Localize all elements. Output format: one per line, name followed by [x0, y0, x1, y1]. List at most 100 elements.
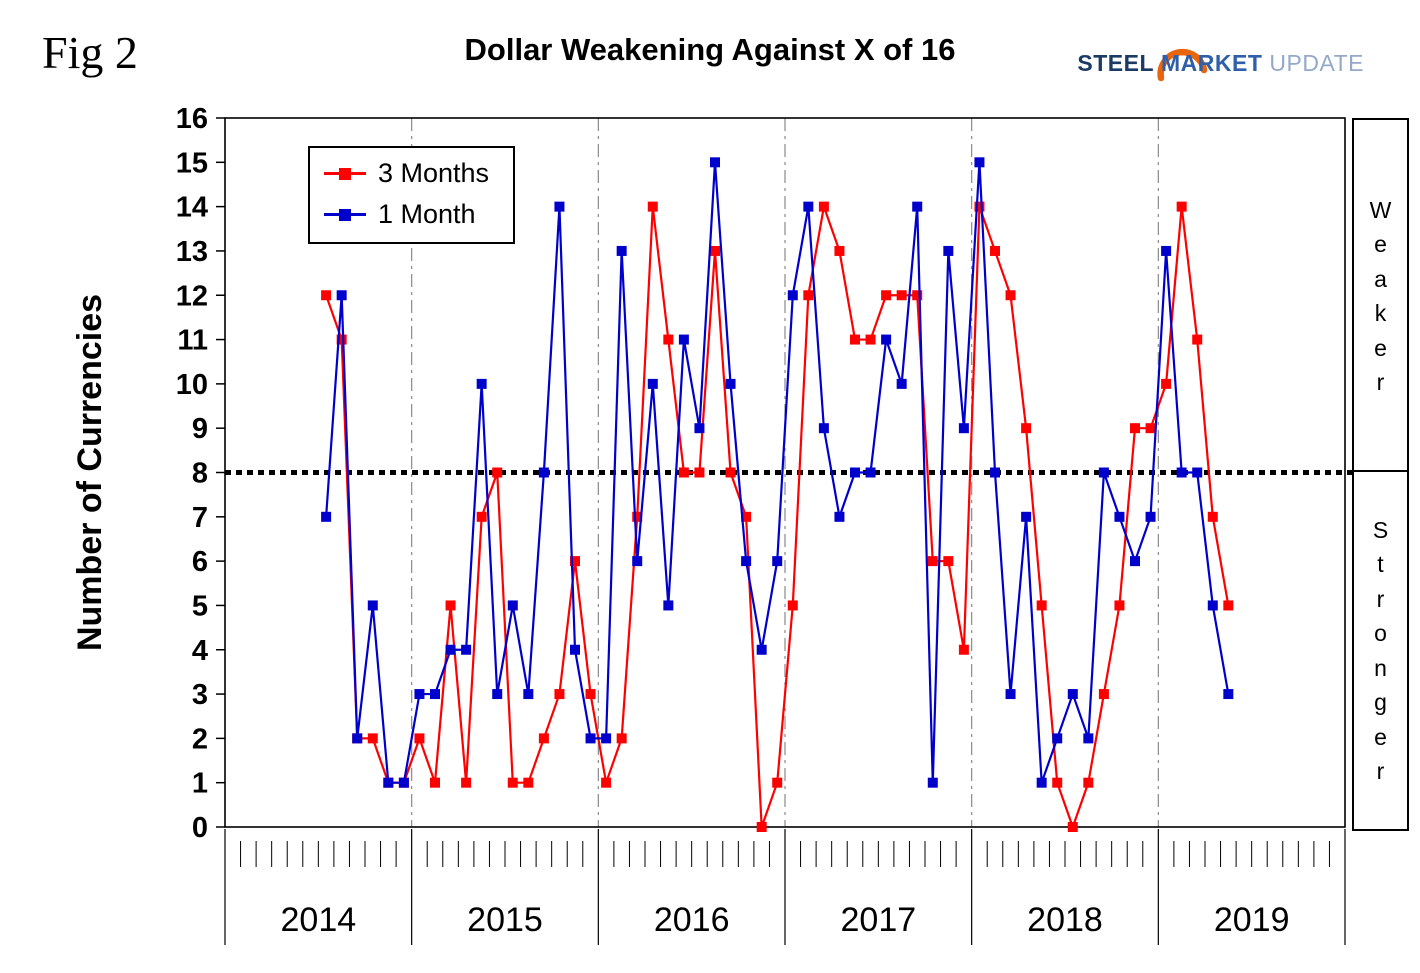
- series-point-1-month: [616, 245, 627, 256]
- logo-market-text: MARKET: [1161, 50, 1263, 76]
- series-point-1-month: [756, 644, 767, 655]
- series-point-1-month: [1067, 689, 1078, 700]
- series-point-1-month: [321, 511, 332, 522]
- series-point-1-month: [632, 556, 643, 567]
- series-point-3-months: [787, 600, 798, 611]
- y-tick-label: 8: [192, 458, 208, 490]
- year-label: 2016: [654, 901, 730, 939]
- series-point-3-months: [538, 733, 549, 744]
- year-label: 2015: [467, 901, 543, 939]
- series-point-1-month: [694, 423, 705, 434]
- series-point-1-month: [570, 644, 580, 655]
- series-point-3-months: [1036, 600, 1047, 611]
- series-point-3-months: [818, 201, 829, 212]
- series-point-3-months: [694, 467, 705, 478]
- year-label: 2017: [841, 901, 917, 939]
- series-point-3-months: [896, 290, 907, 301]
- series-point-1-month: [585, 733, 596, 744]
- series-point-3-months: [710, 245, 720, 256]
- series-point-1-month: [678, 334, 689, 345]
- series-point-3-months: [554, 689, 565, 700]
- series-point-3-months: [1130, 423, 1140, 434]
- series-point-3-months: [865, 334, 876, 345]
- series-point-1-month: [818, 423, 829, 434]
- series-point-3-months: [461, 777, 472, 788]
- y-tick-label: 11: [177, 325, 208, 357]
- series-point-1-month: [850, 467, 860, 478]
- series-point-1-month: [647, 378, 658, 389]
- legend-marker-3-months-icon: [324, 166, 366, 182]
- series-point-3-months: [725, 467, 736, 478]
- series-point-3-months: [1083, 777, 1094, 788]
- series-point-1-month: [1161, 245, 1172, 256]
- y-tick-label: 14: [176, 192, 208, 224]
- series-point-3-months: [414, 733, 425, 744]
- legend-label-1-month: 1 Month: [378, 199, 476, 229]
- series-point-1-month: [1145, 511, 1156, 522]
- series-point-3-months: [523, 777, 534, 788]
- series-point-1-month: [1005, 689, 1016, 700]
- series-point-3-months: [1005, 290, 1016, 301]
- series-point-3-months: [616, 733, 627, 744]
- y-tick-label: 3: [192, 679, 208, 711]
- series-point-3-months: [632, 511, 643, 522]
- series-point-1-month: [1021, 511, 1032, 522]
- plot-border: [224, 117, 1346, 828]
- y-tick-label: 2: [192, 723, 208, 755]
- series-point-3-months: [772, 777, 783, 788]
- series-point-1-month: [492, 689, 503, 700]
- series-point-3-months: [430, 777, 440, 788]
- series-point-1-month: [601, 733, 612, 744]
- legend-square-1-month: [339, 208, 351, 221]
- series-point-1-month: [1192, 467, 1203, 478]
- y-tick-label: 0: [192, 812, 208, 844]
- year-label: 2018: [1027, 901, 1103, 939]
- series-point-3-months: [974, 201, 985, 212]
- chart-legend: 3 Months 1 Month: [308, 146, 516, 244]
- series-point-1-month: [538, 467, 549, 478]
- series-point-1-month: [414, 689, 425, 700]
- series-point-1-month: [507, 600, 518, 611]
- series-point-1-month: [881, 334, 892, 345]
- series-point-3-months: [1067, 822, 1078, 832]
- series-point-3-months: [1052, 777, 1063, 788]
- series-point-1-month: [990, 467, 1000, 478]
- y-tick-label: 10: [176, 369, 208, 401]
- series-point-3-months: [1161, 378, 1172, 389]
- series-point-3-months: [990, 245, 1000, 256]
- series-point-3-months: [445, 600, 456, 611]
- y-axis-title: Number of Currencies: [56, 118, 126, 827]
- series-point-3-months: [1114, 600, 1125, 611]
- series-point-1-month: [430, 689, 440, 700]
- series-point-3-months: [1192, 334, 1203, 345]
- series-point-1-month: [383, 777, 394, 788]
- series-point-1-month: [1114, 511, 1125, 522]
- series-point-1-month: [1130, 556, 1140, 567]
- series-point-1-month: [1098, 467, 1109, 478]
- legend-label-3-months: 3 Months: [378, 158, 490, 188]
- series-point-1-month: [772, 556, 783, 567]
- y-tick-label: 7: [192, 502, 208, 534]
- series-point-1-month: [445, 644, 456, 655]
- series-point-3-months: [834, 245, 845, 256]
- series-point-3-months: [507, 777, 518, 788]
- series-point-1-month: [943, 245, 954, 256]
- series-point-1-month: [834, 511, 845, 522]
- chart-title: Dollar Weakening Against X of 16: [464, 32, 956, 67]
- series-point-3-months: [927, 556, 938, 567]
- series-point-1-month: [725, 378, 736, 389]
- series-point-3-months: [803, 290, 814, 301]
- legend-item-1-month: 1 Month: [324, 199, 489, 230]
- series-point-1-month: [1036, 777, 1047, 788]
- smu-logo: STEEL MARKET UPDATE: [1077, 48, 1364, 82]
- series-point-3-months: [1207, 511, 1218, 522]
- series-point-1-month: [927, 777, 938, 788]
- y-tick-label: 6: [192, 546, 208, 578]
- series-point-1-month: [912, 201, 923, 212]
- series-point-3-months: [943, 556, 954, 567]
- y-tick-label: 15: [176, 147, 208, 179]
- year-label: 2014: [281, 901, 357, 939]
- series-point-3-months: [570, 556, 580, 567]
